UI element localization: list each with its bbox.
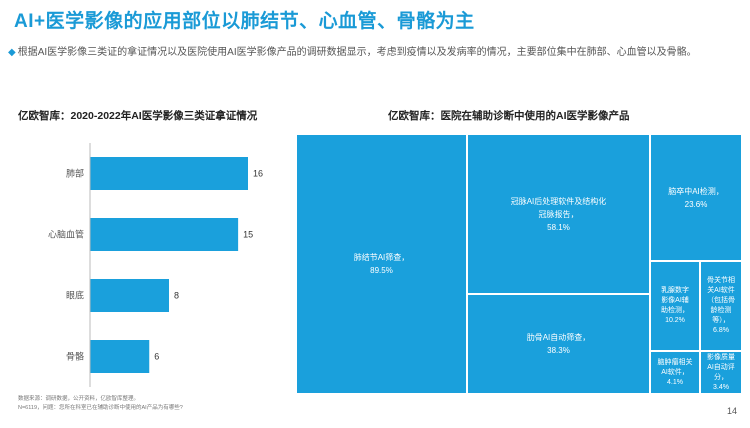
bar-chart: 肺部 16 心脑血管 15 眼底 8 骨骼 6: [48, 143, 263, 387]
treemap-cell-value: 58.1%: [547, 222, 570, 232]
page-title: AI+医学影像的应用部位以肺结节、心血管、骨骼为主: [14, 11, 475, 32]
treemap-cell-label: 肋骨AI自动筛查，: [526, 333, 591, 342]
treemap-cell-label: 脑肿瘤相关AI软件，: [657, 358, 693, 376]
treemap-cell-label: 影像质量AI自动评分，: [707, 353, 735, 381]
footnote-question: N=6119，问题：您所在科室已在辅助诊断中使用的AI产品为有哪些?: [18, 405, 183, 411]
page-number: 14: [727, 406, 738, 416]
treemap-cell: 脑卒中AI检测， 23.6%: [650, 134, 742, 261]
treemap-cell-value: 10.2%: [665, 317, 685, 324]
footnote-source: 数据来源：调研数据，公开资料，亿欧智库整理。: [18, 396, 140, 402]
treemap-cell-value: 6.8%: [713, 327, 729, 334]
treemap-cell-label: 骨关节相关AI软件（包括骨龄检测等），: [707, 277, 735, 324]
category-label: 眼底: [66, 290, 84, 301]
treemap-cell: 乳腺数字影像AI辅助检测， 10.2%: [650, 261, 700, 351]
treemap-cell: 肋骨AI自动筛查， 38.3%: [467, 294, 650, 394]
bar: [90, 279, 169, 312]
treemap-cell: 影像质量AI自动评分， 3.4%: [700, 351, 742, 394]
bar: [90, 218, 239, 251]
treemap-cell: 脑肿瘤相关AI软件， 4.1%: [650, 351, 700, 394]
treemap-cell-label: 脑卒中AI检测，: [668, 186, 724, 196]
category-label: 骨骼: [66, 351, 84, 362]
bar-value-label: 6: [154, 352, 159, 362]
diamond-bullet-icon: ◆: [8, 47, 16, 58]
treemap-cell: 肺结节AI筛查， 89.5%: [296, 134, 467, 394]
bar: [90, 157, 248, 190]
bar-chart-title: 亿欧智库：2020-2022年AI医学影像三类证拿证情况: [18, 110, 258, 122]
bar-value-label: 15: [243, 230, 253, 240]
treemap-cell: 冠脉AI后处理软件及结构化冠脉报告， 58.1%: [467, 134, 650, 294]
bar-value-label: 16: [253, 169, 263, 179]
treemap-cell-label: 冠脉AI后处理软件及结构化冠脉报告，: [510, 196, 607, 219]
treemap-cell-value: 23.6%: [684, 199, 708, 209]
category-label: 肺部: [66, 168, 84, 179]
treemap-cell: 骨关节相关AI软件（包括骨龄检测等）， 6.8%: [700, 261, 742, 351]
footnote: 数据来源：调研数据，公开资料，亿欧智库整理。 N=6119，问题：您所在科室已在…: [18, 395, 183, 413]
category-label: 心脑血管: [48, 229, 84, 240]
treemap-cell-value: 89.5%: [370, 266, 393, 275]
treemap-cell-label: 乳腺数字影像AI辅助检测，: [661, 287, 689, 314]
treemap-cell-value: 38.3%: [547, 346, 570, 355]
treemap: 肺结节AI筛查， 89.5% 冠脉AI后处理软件及结构化冠脉报告， 58.1% 肋骨…: [296, 134, 742, 394]
intro-body: 根据AI医学影像三类证的拿证情况以及医院使用AI医学影像产品的调研数据显示，考虑…: [17, 47, 697, 58]
intro-text: ◆ 根据AI医学影像三类证的拿证情况以及医院使用AI医学影像产品的调研数据显示，考…: [8, 44, 736, 61]
treemap-cell-value: 4.1%: [667, 378, 683, 386]
bar: [90, 340, 150, 373]
treemap-cell-value: 3.4%: [713, 383, 729, 391]
treemap-cell-label: 肺结节AI筛查，: [353, 253, 410, 262]
bar-value-label: 8: [174, 291, 179, 301]
treemap-title: 亿欧智库：医院在辅助诊断中使用的AI医学影像产品: [388, 110, 630, 122]
